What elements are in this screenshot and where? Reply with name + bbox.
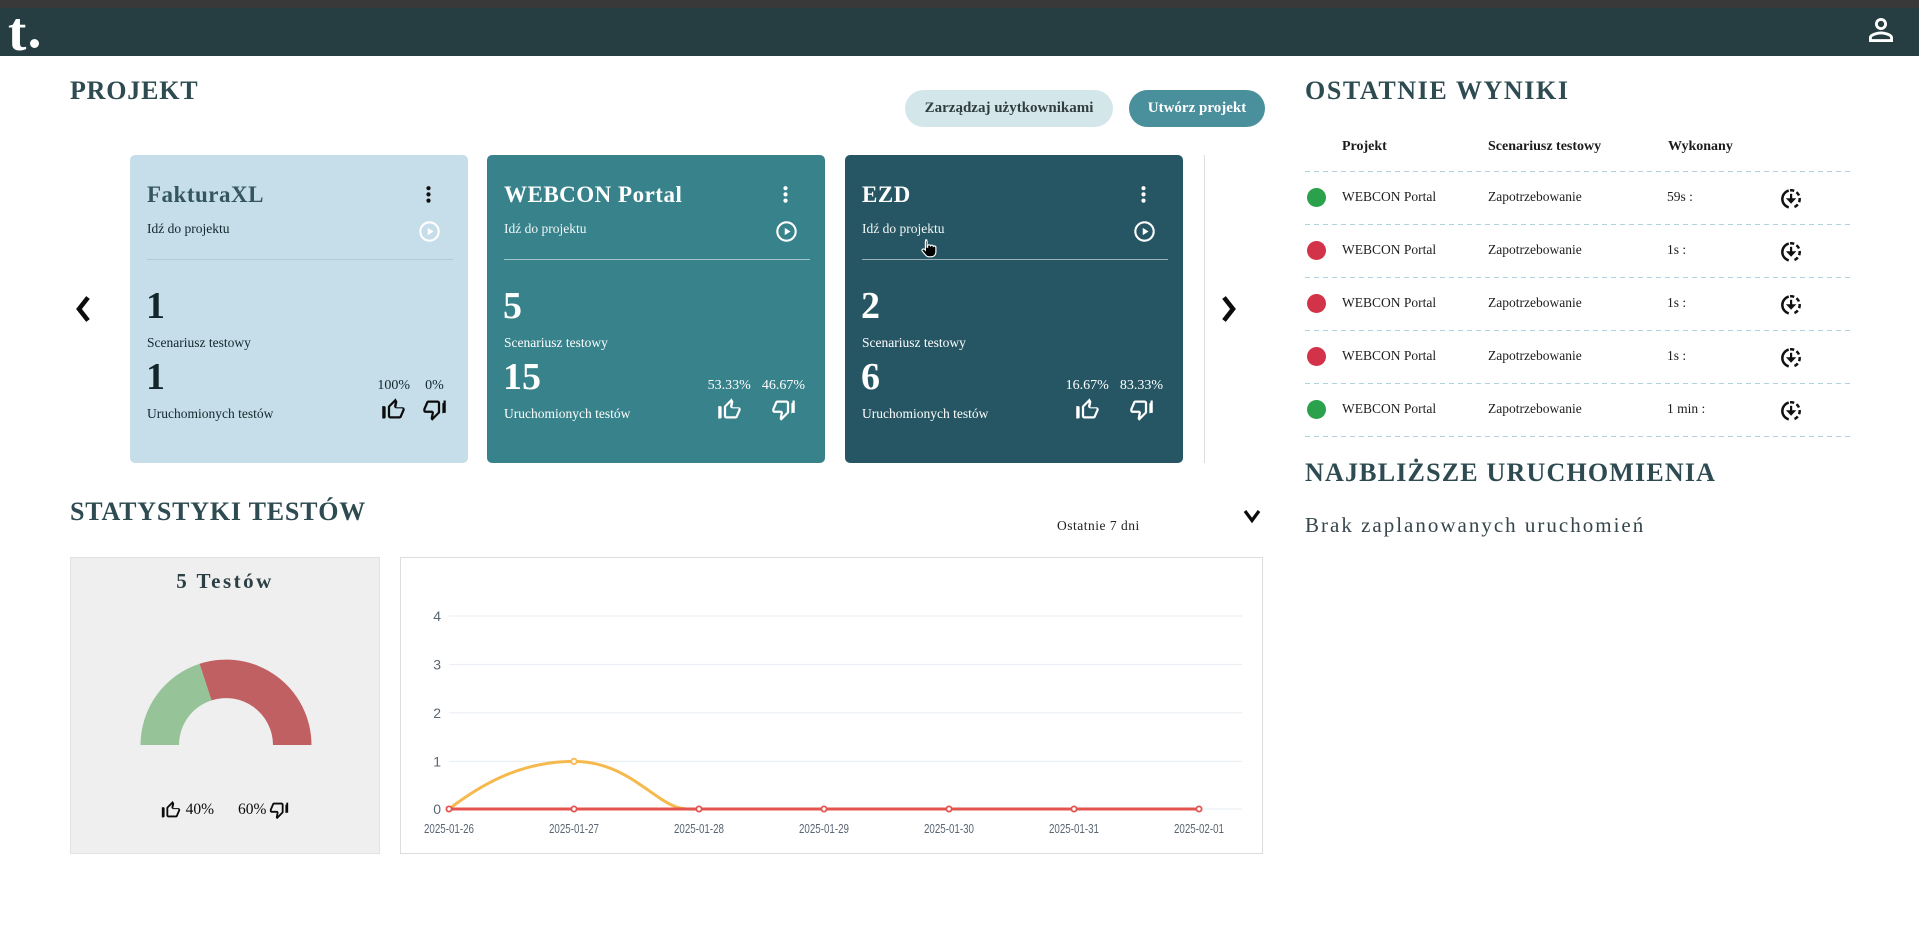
svg-text:2025-02-01: 2025-02-01: [1174, 821, 1224, 836]
svg-text:2025-01-31: 2025-01-31: [1049, 821, 1099, 836]
svg-text:2025-01-27: 2025-01-27: [549, 821, 599, 836]
svg-text:2025-01-26: 2025-01-26: [424, 821, 474, 836]
svg-text:2025-01-29: 2025-01-29: [799, 821, 849, 836]
svg-text:2025-01-30: 2025-01-30: [924, 821, 974, 836]
svg-text:2: 2: [433, 705, 441, 721]
svg-text:1: 1: [433, 753, 441, 769]
svg-text:3: 3: [433, 656, 441, 672]
svg-text:2025-01-28: 2025-01-28: [674, 821, 724, 836]
svg-text:0: 0: [433, 801, 441, 817]
svg-text:4: 4: [433, 608, 441, 624]
